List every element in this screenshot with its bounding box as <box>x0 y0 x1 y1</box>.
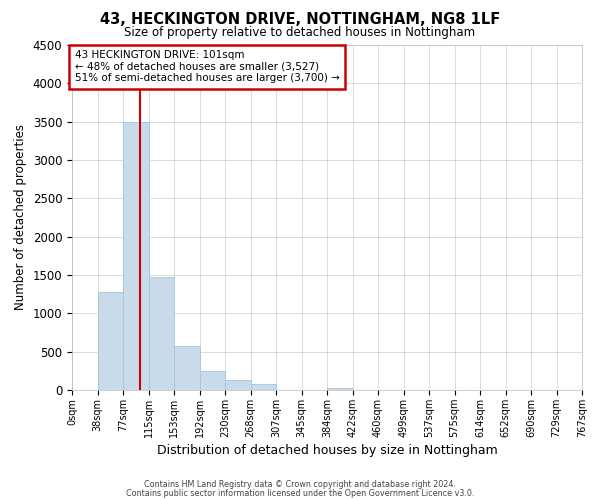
Text: Size of property relative to detached houses in Nottingham: Size of property relative to detached ho… <box>124 26 476 39</box>
Bar <box>174 346 199 390</box>
Text: Contains public sector information licensed under the Open Government Licence v3: Contains public sector information licen… <box>126 488 474 498</box>
Bar <box>251 384 276 390</box>
Bar <box>199 371 225 390</box>
Text: 43 HECKINGTON DRIVE: 101sqm
← 48% of detached houses are smaller (3,527)
51% of : 43 HECKINGTON DRIVE: 101sqm ← 48% of det… <box>74 50 340 84</box>
Bar <box>97 292 123 390</box>
X-axis label: Distribution of detached houses by size in Nottingham: Distribution of detached houses by size … <box>157 444 497 457</box>
Bar <box>225 380 251 390</box>
Bar <box>123 122 149 390</box>
Bar <box>327 388 353 390</box>
Text: 43, HECKINGTON DRIVE, NOTTINGHAM, NG8 1LF: 43, HECKINGTON DRIVE, NOTTINGHAM, NG8 1L… <box>100 12 500 28</box>
Text: Contains HM Land Registry data © Crown copyright and database right 2024.: Contains HM Land Registry data © Crown c… <box>144 480 456 489</box>
Bar <box>149 276 174 390</box>
Y-axis label: Number of detached properties: Number of detached properties <box>14 124 27 310</box>
